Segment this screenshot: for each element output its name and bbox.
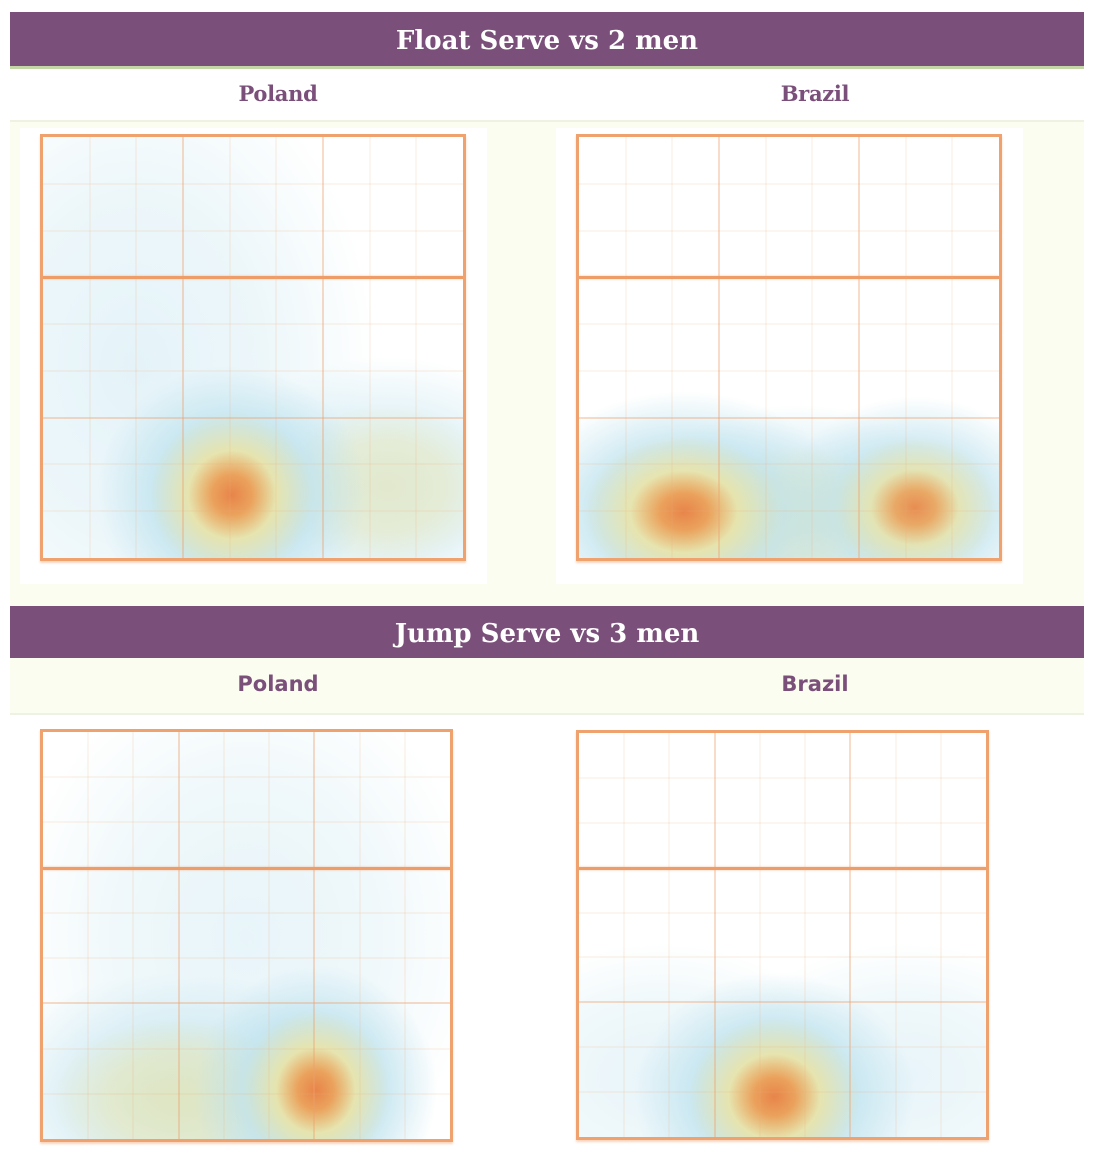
- grid-line-horizontal: [579, 821, 986, 824]
- grid-line-vertical: [939, 733, 942, 1137]
- heat-layer: [579, 733, 986, 1137]
- heatmap-float-brazil: [576, 134, 1002, 561]
- grid-line-vertical: [403, 732, 406, 1139]
- grid-line-horizontal: [579, 776, 986, 779]
- grid-line-vertical: [222, 732, 225, 1139]
- grid-line-horizontal: [43, 776, 450, 779]
- grid-line-vertical: [849, 733, 852, 1137]
- grid-line-horizontal: [43, 821, 450, 824]
- grid-line-vertical: [713, 733, 716, 1137]
- heatmap-jump-poland: [40, 729, 453, 1142]
- grid-line-vertical: [275, 137, 278, 558]
- team-label-brazil: Brazil: [781, 672, 849, 696]
- court-grid: [579, 733, 986, 1137]
- grid-line-horizontal: [579, 182, 999, 185]
- attack-line: [43, 866, 450, 870]
- grid-line-horizontal: [43, 510, 463, 513]
- grid-line-horizontal: [579, 1001, 986, 1004]
- team-header-row-jump: Poland Brazil: [10, 658, 1084, 715]
- grid-line-horizontal: [43, 1002, 450, 1005]
- grid-line-vertical: [358, 732, 361, 1139]
- heat-layer: [43, 137, 463, 558]
- heatmap-float-poland: [40, 134, 466, 561]
- grid-line-vertical: [87, 732, 90, 1139]
- grid-line-vertical: [717, 137, 720, 558]
- grid-line-horizontal: [43, 1092, 450, 1095]
- grid-line-horizontal: [579, 323, 999, 326]
- grid-line-vertical: [894, 733, 897, 1137]
- section-title-jump-serve: Jump Serve vs 3 men: [10, 606, 1084, 658]
- grid-line-horizontal: [43, 182, 463, 185]
- grid-line-vertical: [811, 137, 814, 558]
- attack-line: [579, 276, 999, 280]
- court-grid: [43, 137, 463, 558]
- grid-line-vertical: [228, 137, 231, 558]
- grid-line-vertical: [321, 137, 324, 558]
- heat-layer: [43, 732, 450, 1139]
- team-label-poland: Poland: [237, 672, 319, 696]
- team-label-poland: Poland: [238, 81, 318, 106]
- grid-line-vertical: [804, 733, 807, 1137]
- grid-line-vertical: [368, 137, 371, 558]
- grid-line-horizontal: [43, 323, 463, 326]
- grid-line-vertical: [88, 137, 91, 558]
- grid-line-horizontal: [579, 1091, 986, 1094]
- grid-line-vertical: [758, 733, 761, 1137]
- grid-line-horizontal: [43, 369, 463, 372]
- grid-line-vertical: [415, 137, 418, 558]
- court-grid: [579, 137, 999, 558]
- grid-line-horizontal: [43, 957, 450, 960]
- grid-line-vertical: [904, 137, 907, 558]
- grid-line-horizontal: [579, 416, 999, 419]
- grid-line-vertical: [624, 137, 627, 558]
- grid-line-horizontal: [579, 463, 999, 466]
- grid-line-vertical: [671, 137, 674, 558]
- grid-line-horizontal: [43, 229, 463, 232]
- grid-line-horizontal: [43, 911, 450, 914]
- grid-line-horizontal: [579, 510, 999, 513]
- grid-line-vertical: [135, 137, 138, 558]
- attack-line: [579, 866, 986, 870]
- grid-line-horizontal: [43, 463, 463, 466]
- heat-layer: [579, 137, 999, 558]
- grid-line-horizontal: [579, 369, 999, 372]
- grid-line-horizontal: [579, 956, 986, 959]
- grid-line-vertical: [857, 137, 860, 558]
- attack-line: [43, 276, 463, 280]
- grid-line-horizontal: [43, 416, 463, 419]
- grid-line-vertical: [313, 732, 316, 1139]
- court-grid: [43, 732, 450, 1139]
- team-label-brazil: Brazil: [780, 81, 850, 106]
- grid-line-vertical: [951, 137, 954, 558]
- team-header-row-float: Poland Brazil: [10, 69, 1084, 122]
- section-title-float-serve: Float Serve vs 2 men: [10, 12, 1084, 69]
- heatmap-jump-brazil: [576, 730, 989, 1140]
- grid-line-vertical: [268, 732, 271, 1139]
- grid-line-horizontal: [579, 229, 999, 232]
- grid-line-vertical: [177, 732, 180, 1139]
- grid-line-vertical: [181, 137, 184, 558]
- grid-line-horizontal: [579, 911, 986, 914]
- grid-line-horizontal: [43, 1047, 450, 1050]
- grid-line-vertical: [623, 733, 626, 1137]
- grid-line-horizontal: [579, 1046, 986, 1049]
- grid-line-vertical: [132, 732, 135, 1139]
- grid-line-vertical: [668, 733, 671, 1137]
- grid-line-vertical: [764, 137, 767, 558]
